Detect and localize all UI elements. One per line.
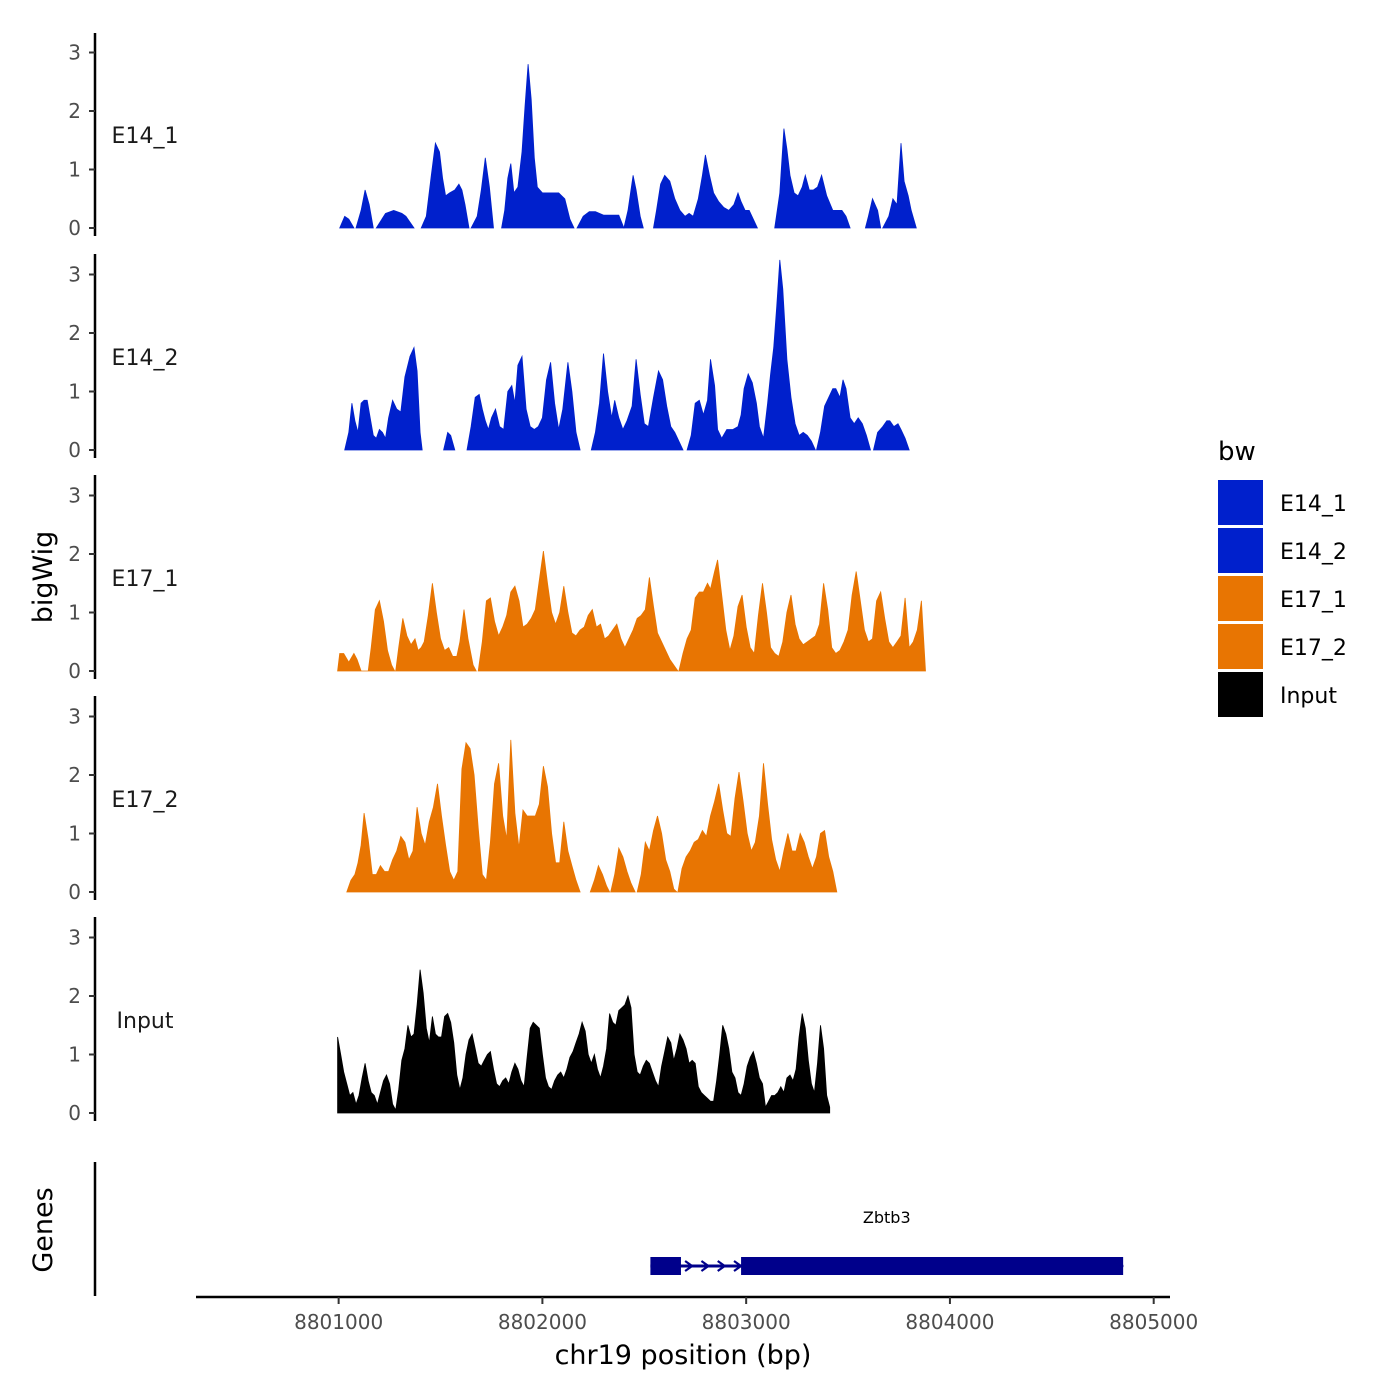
legend-label-e17-1: E17_1: [1280, 588, 1347, 613]
coverage-area-e14-1-9: [774, 128, 851, 229]
gene-exon-1: [741, 1257, 1124, 1275]
y-tick-label-e17-1-2: 2: [68, 542, 81, 566]
gene-strand-arrow-2: [700, 1260, 711, 1272]
gene-track: Zbtb3: [93, 1162, 1124, 1296]
track-label-input: Input: [117, 1009, 174, 1034]
gene-strand-arrow-0: [651, 1260, 662, 1272]
y-tick-label-input-0: 0: [68, 1101, 81, 1125]
x-axis: 8801000 8802000 8803000 8804000 8805000: [196, 1295, 1198, 1334]
coverage-area-e14-1-10: [864, 197, 882, 229]
track-label-e17-1: E17_1: [112, 567, 179, 592]
coverage-area-e17-2-2: [610, 846, 636, 893]
track-label-e17-2: E17_2: [112, 788, 179, 813]
gene-strand-arrow-3: [717, 1260, 727, 1272]
gene-exon-0: [650, 1257, 681, 1275]
coverage-area-e14-1-8: [653, 154, 759, 229]
y-tick-label-e14-2-3: 3: [68, 263, 81, 287]
coverage-area-e14-2-3: [590, 353, 684, 451]
track-e14-1: 0 1 2 3 E14_1: [68, 33, 917, 240]
y-tick-label-e14-1-0: 0: [68, 216, 81, 240]
legend-label-e17-2: E17_2: [1280, 636, 1347, 661]
y-tick-label-e17-2-2: 2: [68, 763, 81, 787]
y-tick-label-e14-2-0: 0: [68, 438, 81, 462]
coverage-area-e17-1-2: [678, 559, 926, 672]
legend-label-e14-1: E14_1: [1280, 492, 1347, 517]
y-tick-label-input-3: 3: [68, 926, 81, 950]
legend-swatch-input: [1218, 672, 1263, 717]
x-tick-label-8802000: 8802000: [498, 1310, 587, 1334]
x-tick-label-8804000: 8804000: [905, 1310, 994, 1334]
y-tick-label-e17-1-1: 1: [68, 601, 81, 625]
legend-label-input: Input: [1280, 684, 1337, 709]
coverage-area-e17-1-1: [477, 551, 679, 672]
coverage-area-e17-2-4: [677, 763, 838, 893]
legend-title: bw: [1218, 437, 1256, 467]
y-tick-label-e14-2-2: 2: [68, 321, 81, 345]
coverage-area-e14-1-0: [339, 215, 355, 229]
coverage-area-e14-1-7: [623, 175, 644, 229]
coverage-area-e14-1-3: [420, 141, 470, 229]
coverage-area-e14-2-6: [872, 420, 910, 451]
coverage-area-input-0: [337, 969, 831, 1114]
track-e17-2: 0 1 2 3 E17_2: [68, 696, 838, 904]
coverage-tracks: 0 1 2 3 E14_1 0 1 2 3 E14_2 0 1 2 3 E17_1 0 1 2 3 E17_2 0 1 2 3…: [68, 33, 926, 1125]
y-tick-label-e14-2-1: 1: [68, 380, 81, 404]
y-tick-label-e17-2-1: 1: [68, 822, 81, 846]
y-tick-label-e17-1-3: 3: [68, 484, 81, 508]
coverage-area-e17-2-3: [636, 815, 678, 893]
x-tick-label-8805000: 8805000: [1109, 1310, 1198, 1334]
x-tick-label-8803000: 8803000: [702, 1310, 791, 1334]
coverage-area-e14-2-5: [815, 379, 872, 451]
coverage-area-e17-2-0: [346, 739, 581, 893]
legend-label-e14-2: E14_2: [1280, 540, 1347, 565]
gene-label: Zbtb3: [863, 1208, 911, 1227]
y-tick-label-e17-2-0: 0: [68, 880, 81, 904]
coverage-area-e14-2-4: [686, 259, 817, 451]
y-tick-label-e17-1-0: 0: [68, 659, 81, 683]
y-tick-label-input-1: 1: [68, 1043, 81, 1067]
track-e14-2: 0 1 2 3 E14_2: [68, 254, 910, 462]
y-tick-label-input-2: 2: [68, 984, 81, 1008]
y-tick-label-e14-1-3: 3: [68, 41, 81, 65]
legend-swatch-e14-1: [1218, 480, 1263, 525]
y-tick-label-e14-1-2: 2: [68, 99, 81, 123]
gene-strand-arrow-5: [1114, 1260, 1124, 1272]
coverage-area-e14-1-4: [470, 157, 494, 229]
coverage-area-e17-2-1: [589, 864, 611, 893]
coverage-area-e14-1-11: [882, 143, 917, 229]
gene-strand-arrow-4: [733, 1260, 743, 1272]
genes-axis-title: Genes: [28, 1187, 59, 1272]
x-axis-title: chr19 position (bp): [555, 1340, 812, 1371]
y-tick-label-e14-1-1: 1: [68, 158, 81, 182]
legend-swatch-e17-1: [1218, 576, 1263, 621]
coverage-area-e14-2-1: [443, 431, 456, 451]
track-label-e14-2: E14_2: [112, 346, 179, 371]
legend-swatch-e17-2: [1218, 624, 1263, 669]
coverage-area-e14-1-2: [375, 209, 415, 229]
coverage-area-e14-2-2: [466, 354, 581, 451]
coverage-area-e14-1-5: [501, 64, 575, 229]
track-e17-1: 0 1 2 3 E17_1: [68, 475, 926, 683]
track-input: 0 1 2 3 Input: [68, 917, 831, 1125]
y-tick-label-e17-2-3: 3: [68, 705, 81, 729]
x-tick-label-8801000: 8801000: [294, 1310, 383, 1334]
coverage-area-e14-2-0: [344, 346, 423, 451]
y-axis-title: bigWig: [28, 531, 59, 624]
gene-strand-arrow-1: [684, 1260, 695, 1272]
coverage-area-e14-1-1: [355, 189, 374, 229]
legend-swatch-e14-2: [1218, 528, 1263, 573]
coverage-area-e17-1-0: [337, 583, 477, 672]
track-label-e14-1: E14_1: [112, 124, 179, 149]
coverage-area-e14-1-6: [576, 211, 625, 229]
legend: bw E14_1 E14_2 E17_1 E17_2 Input: [1218, 437, 1347, 717]
